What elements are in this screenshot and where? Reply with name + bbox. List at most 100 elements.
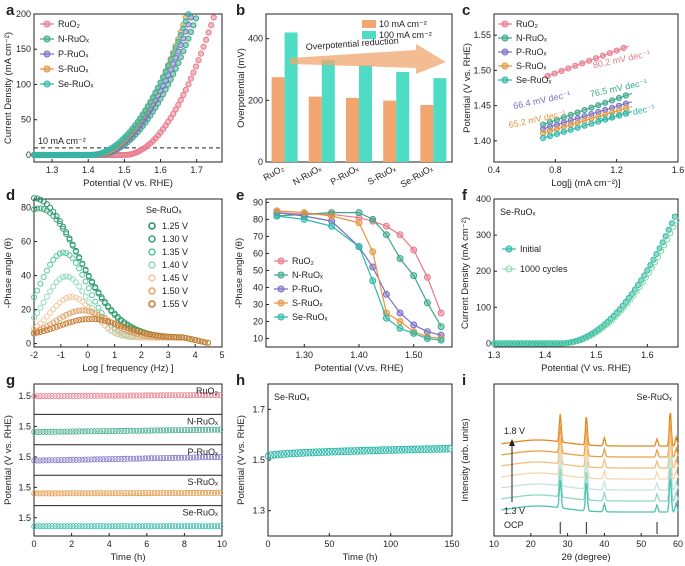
point-P-RuO2	[175, 454, 181, 461]
point-1000-cycles	[661, 242, 668, 249]
category-label: S-RuOₓ	[366, 163, 397, 187]
xrd-trace-6	[501, 478, 679, 513]
point-stability	[430, 445, 437, 453]
point-N-RuO2	[214, 426, 221, 433]
point-N-RuO2	[193, 426, 199, 433]
x-tick-label: 2	[139, 350, 144, 360]
point-Se-RuO2	[214, 523, 221, 530]
point-1.45 V	[69, 293, 76, 300]
point-P-RuO2	[139, 455, 145, 462]
point-P-RuO2	[178, 454, 184, 461]
point-stability	[274, 450, 281, 459]
point-1.25 V	[34, 195, 41, 202]
point-1.35 V	[72, 260, 79, 266]
point-1.55 V	[79, 316, 86, 323]
point-P-RuO2	[169, 454, 175, 461]
y-tick-label: 200	[476, 266, 491, 276]
x-tick-label: 4	[193, 350, 198, 360]
point-RuO2	[61, 392, 67, 399]
point-stability	[354, 447, 361, 455]
legend-N-RuO2-label: N-RuOₓ	[516, 33, 547, 43]
point-N-RuO2	[205, 426, 212, 433]
bar-100ma-1	[321, 60, 335, 162]
point-stability	[351, 447, 358, 455]
point-N-RuO2	[148, 427, 154, 434]
point-RuO2	[148, 392, 154, 399]
point-1.50 V	[66, 310, 73, 317]
point-N-RuO2	[196, 426, 202, 433]
point-RuO2	[382, 222, 390, 230]
point-RuO2	[410, 246, 418, 254]
point-1.30 V	[98, 295, 105, 302]
point-Se-RuO2	[61, 523, 67, 530]
point-N-RuO2	[160, 427, 166, 434]
point-S-RuO2	[64, 490, 70, 497]
point-1.55 V	[89, 316, 95, 322]
panel-label: b	[236, 2, 245, 19]
point-N-RuO2	[73, 428, 79, 435]
point-1.40 V	[69, 276, 76, 283]
point-1.55 V	[182, 334, 189, 341]
point-S-RuO2	[151, 490, 157, 497]
x-tick-label: 1.4	[539, 350, 552, 360]
point-1.55 V	[69, 318, 76, 325]
x-tick-label: 50	[324, 539, 334, 549]
point-1.45 V	[63, 295, 70, 302]
point-RuO2	[82, 392, 88, 399]
point-1.55 V	[156, 332, 163, 339]
point-RuO2	[31, 393, 37, 400]
point-stability	[446, 444, 453, 453]
point-Se-RuO2	[187, 523, 193, 530]
legend-RuO2-marker	[43, 20, 51, 28]
point-RuO2	[70, 392, 76, 399]
point-S-RuO2	[560, 123, 567, 131]
x-axis-label: Time (h)	[110, 552, 145, 563]
point-N-RuO2	[136, 427, 142, 434]
point-S-RuO2	[40, 490, 46, 497]
point-Se-RuO2	[177, 32, 184, 39]
point-1.55 V	[82, 316, 89, 323]
point-S-RuO2	[127, 490, 133, 497]
point-RuO2	[572, 62, 579, 69]
point-RuO2	[139, 392, 145, 399]
point-N-RuO2	[49, 428, 55, 435]
point-Se-RuO2	[273, 212, 281, 220]
point-P-RuO2	[208, 454, 215, 461]
point-1.45 V	[118, 331, 124, 338]
point-RuO2	[184, 392, 190, 399]
y-tick-label: 1.5	[18, 391, 31, 401]
series-label-P-RuO2: P-RuOₓ	[188, 447, 219, 457]
x-tick-label: 0.8	[549, 165, 562, 175]
point-N-RuO2	[187, 426, 193, 433]
point-Se-RuO2	[160, 523, 166, 530]
xrd-trace-3	[501, 445, 679, 480]
plot-frame	[33, 13, 223, 163]
point-P-RuO2	[40, 457, 46, 464]
point-P-RuO2	[181, 454, 187, 461]
point-Se-RuO2	[152, 89, 159, 96]
point-N-RuO2	[177, 54, 184, 61]
xrd-trace-2	[501, 434, 679, 469]
point-Se-RuO2	[147, 98, 154, 106]
legend-RuO2-marker	[501, 20, 509, 28]
point-P-RuO2	[103, 456, 109, 463]
point-S-RuO2	[130, 490, 136, 497]
point-1000-cycles	[670, 223, 677, 230]
point-RuO2	[586, 57, 593, 64]
point-1.35 V	[66, 252, 73, 259]
point-N-RuO2	[115, 427, 121, 434]
legend-label-0: 1.25 V	[162, 221, 188, 231]
x-tick-label: 1.2	[610, 165, 623, 175]
bar-10ma-0	[271, 77, 285, 162]
point-N-RuO2	[82, 428, 88, 435]
point-S-RuO2	[328, 212, 336, 220]
legend-marker-4	[148, 274, 156, 282]
point-1.55 V	[95, 316, 102, 323]
point-stability	[427, 445, 434, 454]
point-RuO2	[599, 52, 607, 59]
x-tick-label: -1	[57, 350, 65, 360]
point-stability	[306, 448, 313, 457]
point-Se-RuO2	[121, 523, 127, 530]
point-1.55 V	[169, 333, 176, 340]
